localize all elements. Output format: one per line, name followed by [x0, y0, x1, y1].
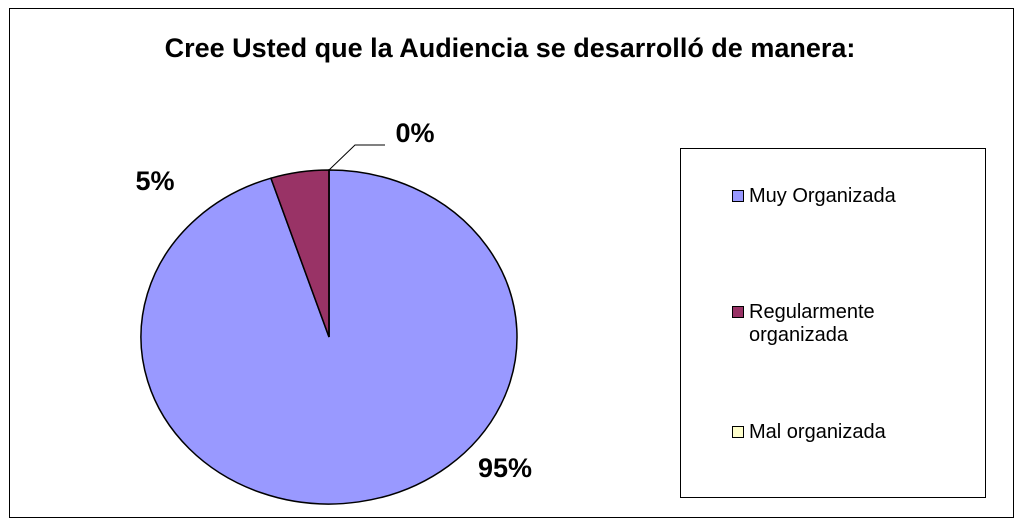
legend-swatch [732, 306, 744, 318]
legend-swatch [732, 426, 744, 438]
data-label: 0% [395, 118, 434, 148]
legend-box [680, 148, 986, 498]
legend-label: Mal organizada [749, 421, 886, 443]
chart-title: Cree Usted que la Audiencia se desarroll… [164, 33, 856, 63]
legend-label: Muy Organizada [749, 185, 896, 207]
legend-label: Regularmente organizada [749, 301, 875, 346]
leader-line [328, 144, 385, 171]
data-label: 5% [135, 166, 174, 196]
legend-swatch [732, 190, 744, 202]
data-label: 95% [478, 453, 532, 483]
